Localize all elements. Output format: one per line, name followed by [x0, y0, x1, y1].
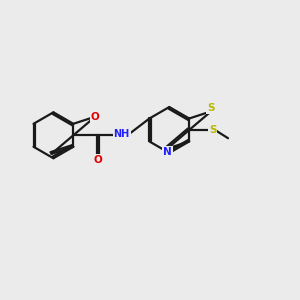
Text: N: N — [163, 146, 172, 157]
Text: O: O — [91, 112, 100, 122]
Text: NH: NH — [113, 129, 130, 139]
Text: O: O — [93, 155, 102, 165]
Text: S: S — [207, 103, 215, 113]
Text: S: S — [209, 125, 217, 135]
